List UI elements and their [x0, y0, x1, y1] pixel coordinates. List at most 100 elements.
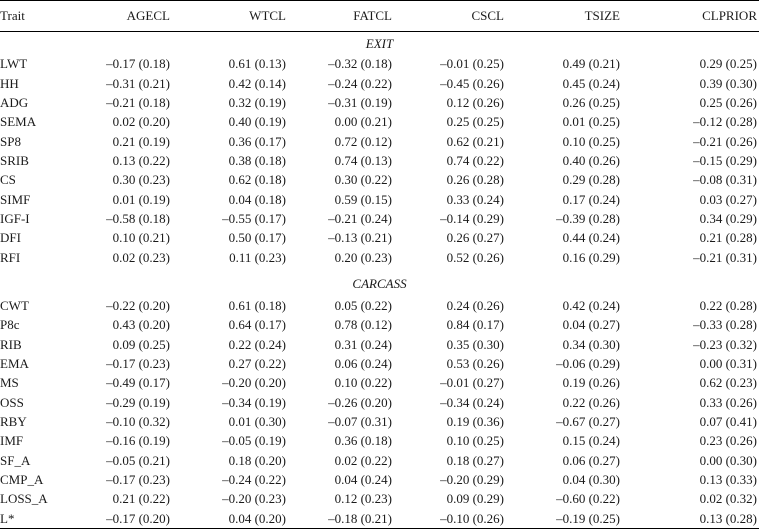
- trait-cell: L*: [0, 508, 58, 529]
- table-row: HH –0.31 (0.21) 0.42 (0.14) –0.24 (0.22) –0.…: [0, 73, 759, 92]
- table-row: RBY –0.10 (0.32) 0.01 (0.30) –0.07 (0.31) 0.…: [0, 412, 759, 431]
- table-row: LWT –0.17 (0.18) 0.61 (0.13) –0.32 (0.18) –0…: [0, 54, 759, 73]
- value-cell: –0.18 (0.21): [294, 508, 400, 529]
- value-cell: 0.23 (0.26): [699, 433, 757, 449]
- trait-cell: SRIB: [0, 152, 29, 168]
- table-row: IGF-I –0.58 (0.18) –0.55 (0.17) –0.21 (0.24…: [0, 209, 759, 228]
- value-cell: 0.11 (0.23): [229, 249, 286, 265]
- value-cell: 0.29 (0.28): [562, 172, 620, 188]
- value-cell: 0.50 (0.17): [228, 230, 286, 246]
- value-cell: 0.09 (0.29): [446, 491, 504, 507]
- value-cell: –0.21 (0.24): [328, 210, 392, 226]
- table-row: SF_A –0.05 (0.21) 0.18 (0.20) 0.02 (0.22) 0.…: [0, 451, 759, 470]
- value-cell: 0.02 (0.20): [112, 114, 170, 130]
- value-cell: 0.19 (0.36): [446, 414, 504, 430]
- value-cell: 0.44 (0.24): [562, 230, 620, 246]
- value-cell: 0.42 (0.24): [562, 297, 620, 313]
- value-cell: –0.31 (0.21): [106, 75, 170, 91]
- table-row: CMP_A –0.17 (0.23) –0.24 (0.22) 0.04 (0.24)…: [0, 470, 759, 489]
- value-cell: –0.45 (0.26): [440, 75, 504, 91]
- table-row: P8c 0.43 (0.20) 0.64 (0.17) 0.78 (0.12) 0.84…: [0, 315, 759, 334]
- value-cell: 0.29 (0.25): [699, 56, 757, 72]
- value-cell: 0.10 (0.25): [562, 133, 620, 149]
- column-header-wtcl: WTCL: [178, 0, 294, 32]
- value-cell: 0.26 (0.25): [562, 94, 620, 110]
- value-cell: 0.43 (0.20): [112, 317, 170, 333]
- section-heading-row: CARCASS: [0, 272, 759, 296]
- table-row: CS 0.30 (0.23) 0.62 (0.18) 0.30 (0.22) 0.26 …: [0, 170, 759, 189]
- value-cell: 0.62 (0.21): [446, 133, 504, 149]
- value-cell: –0.58 (0.18): [106, 210, 170, 226]
- trait-cell: CMP_A: [0, 472, 44, 488]
- value-cell: 0.20 (0.23): [334, 249, 392, 265]
- value-cell: 0.18 (0.27): [446, 452, 504, 468]
- value-cell: 0.01 (0.30): [228, 414, 286, 430]
- value-cell: 0.62 (0.18): [228, 172, 286, 188]
- value-cell: 0.26 (0.27): [446, 230, 504, 246]
- value-cell: 0.61 (0.13): [228, 56, 286, 72]
- value-cell: 0.10 (0.21): [112, 230, 170, 246]
- column-header-cscl: CSCL: [400, 0, 512, 32]
- value-cell: –0.24 (0.22): [328, 75, 392, 91]
- column-header-fatcl: FATCL: [294, 0, 400, 32]
- value-cell: 0.15 (0.24): [562, 433, 620, 449]
- value-cell: 0.22 (0.28): [699, 297, 757, 313]
- trait-cell: P8c: [0, 317, 20, 333]
- value-cell: –0.26 (0.20): [328, 394, 392, 410]
- value-cell: 0.01 (0.19): [112, 191, 170, 207]
- value-cell: 0.34 (0.29): [699, 210, 757, 226]
- value-cell: 0.06 (0.27): [562, 452, 620, 468]
- value-cell: –0.10 (0.32): [106, 414, 170, 430]
- value-cell: 0.30 (0.22): [334, 172, 392, 188]
- value-cell: 0.25 (0.26): [699, 94, 757, 110]
- value-cell: 0.07 (0.41): [699, 414, 757, 430]
- value-cell: 0.62 (0.23): [699, 375, 757, 391]
- value-cell: –0.49 (0.17): [106, 375, 170, 391]
- value-cell: –0.05 (0.19): [222, 433, 286, 449]
- value-cell: –0.29 (0.19): [106, 394, 170, 410]
- table-row: RFI 0.02 (0.23) 0.11 (0.23) 0.20 (0.23) 0.52…: [0, 247, 759, 266]
- value-cell: –0.31 (0.19): [328, 94, 392, 110]
- value-cell: 0.00 (0.31): [699, 355, 757, 371]
- value-cell: 0.22 (0.26): [562, 394, 620, 410]
- table-row: RIB 0.09 (0.25) 0.22 (0.24) 0.31 (0.24) 0.35…: [0, 334, 759, 353]
- trait-cell: SEMA: [0, 114, 37, 130]
- table-row: SP8 0.21 (0.19) 0.36 (0.17) 0.72 (0.12) 0.62…: [0, 131, 759, 150]
- value-cell: 0.24 (0.26): [446, 297, 504, 313]
- value-cell: –0.34 (0.24): [440, 394, 504, 410]
- value-cell: 0.21 (0.28): [699, 230, 757, 246]
- trait-cell: RBY: [0, 414, 27, 430]
- trait-cell: RFI: [0, 249, 21, 265]
- value-cell: 0.38 (0.18): [228, 152, 286, 168]
- value-cell: 0.40 (0.26): [562, 152, 620, 168]
- value-cell: 0.45 (0.24): [562, 75, 620, 91]
- value-cell: 0.13 (0.22): [112, 152, 170, 168]
- value-cell: –0.01 (0.27): [440, 375, 504, 391]
- trait-cell: OSS: [0, 394, 24, 410]
- value-cell: 0.02 (0.32): [699, 491, 757, 507]
- table-row: ADG –0.21 (0.18) 0.32 (0.19) –0.31 (0.19) 0.…: [0, 93, 759, 112]
- trait-cell: IMF: [0, 433, 24, 449]
- value-cell: 0.49 (0.21): [562, 56, 620, 72]
- value-cell: 0.26 (0.28): [446, 172, 504, 188]
- value-cell: 0.53 (0.26): [446, 355, 504, 371]
- section-title: EXIT: [365, 35, 394, 51]
- value-cell: 0.25 (0.25): [446, 114, 504, 130]
- trait-cell: SF_A: [0, 452, 31, 468]
- value-cell: –0.34 (0.19): [222, 394, 286, 410]
- trait-cell: EMA: [0, 355, 29, 371]
- trait-cell: DFI: [0, 230, 21, 246]
- value-cell: 0.19 (0.26): [562, 375, 620, 391]
- table-row: SRIB 0.13 (0.22) 0.38 (0.18) 0.74 (0.13) 0.7…: [0, 151, 759, 170]
- value-cell: 0.59 (0.15): [334, 191, 392, 207]
- table-row: EMA –0.17 (0.23) 0.27 (0.22) 0.06 (0.24) 0.5…: [0, 354, 759, 373]
- value-cell: –0.15 (0.29): [693, 152, 757, 168]
- value-cell: –0.21 (0.18): [106, 94, 170, 110]
- value-cell: –0.21 (0.31): [693, 249, 757, 265]
- value-cell: 0.12 (0.23): [334, 491, 392, 507]
- value-cell: 0.33 (0.24): [446, 191, 504, 207]
- table-row: L* –0.17 (0.20) 0.04 (0.20) –0.18 (0.21) –0.…: [0, 508, 759, 529]
- value-cell: –0.20 (0.29): [440, 472, 504, 488]
- value-cell: 0.03 (0.27): [699, 191, 757, 207]
